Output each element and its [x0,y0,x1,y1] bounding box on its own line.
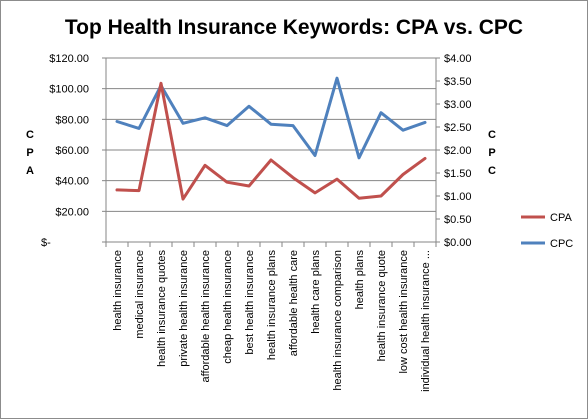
category-label: health insurance comparison [332,250,344,391]
left-tick-label: $60.00 [55,145,89,157]
series-line-cpc [115,76,427,160]
category-labels: health insurance medical insurance health … [112,250,432,392]
category-label: health plans [354,250,366,310]
right-tick-label: $2.00 [444,145,472,157]
right-axis-ticks: $0.00 $0.50 $1.00 $1.50 $2.00 $2.50 $3.00 $3.50… [444,53,472,249]
series-line-cpa [115,81,427,201]
right-tick-label: $4.00 [444,53,472,65]
right-tick-label: $1.00 [444,191,472,203]
right-tick-label: $0.50 [444,214,472,226]
category-label: health care plans [310,250,322,334]
category-label: health insurance [112,250,124,331]
right-tick-label: $3.50 [444,76,472,88]
category-label: affordable health care [288,250,300,356]
right-tick-label: $2.50 [444,122,472,134]
category-label: cheap health insurance [222,250,234,364]
left-tick-label: $120.00 [49,53,89,65]
category-label: private health insurance [178,250,190,367]
category-label: individual health insurance ... [420,250,432,392]
left-tick-label: $40.00 [55,176,89,188]
category-label: health insurance quote [376,250,388,361]
left-axis-ticks: $- $20.00 $40.00 $60.00 $80.00 $100.00 $120.00 [41,53,89,249]
category-label: affordable health insurance [200,250,212,383]
left-tick-label: $100.00 [49,84,89,96]
left-tick-label: $20.00 [55,206,89,218]
category-label: health insurance quotes [156,250,168,367]
legend: CPA CPC [521,212,573,250]
left-tick-label: $- [41,237,51,249]
category-label: medical insurance [134,250,146,339]
right-tick-label: $0.00 [444,237,472,249]
legend-label-cpa: CPA [550,212,572,224]
chart-title: Top Health Insurance Keywords: CPA vs. C… [65,16,523,39]
right-tick-label: $3.00 [444,99,472,111]
category-label: best health insurance [244,250,256,355]
category-label: low cost health insurance [398,250,410,374]
legend-label-cpc: CPC [550,238,573,250]
category-label: health insurance plans [266,250,278,361]
axes [102,57,440,247]
left-tick-label: $80.00 [55,114,89,126]
gridlines [106,57,436,212]
right-tick-label: $1.50 [444,168,472,180]
series-lines [115,76,427,201]
